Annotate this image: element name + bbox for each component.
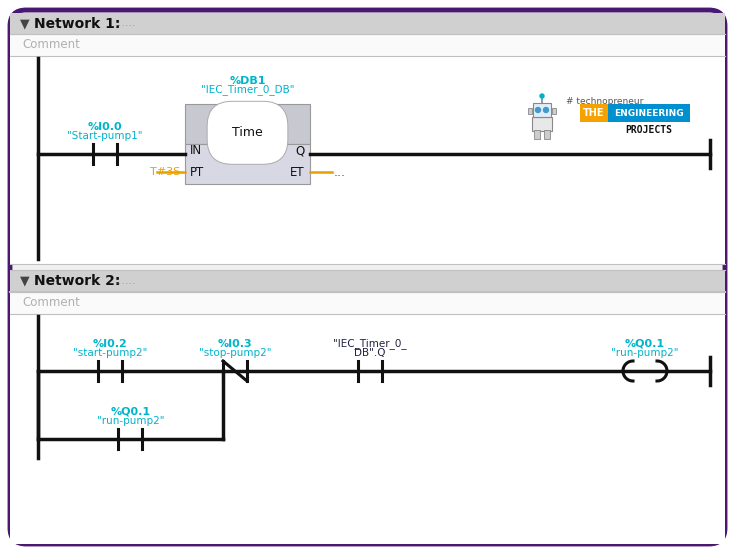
Text: "start-pump2": "start-pump2" <box>73 348 147 358</box>
Text: %Q0.1: %Q0.1 <box>625 339 665 349</box>
Text: Comment: Comment <box>22 38 80 52</box>
Text: DB".Q: DB".Q <box>354 348 386 358</box>
Bar <box>10 270 725 292</box>
Bar <box>10 13 725 34</box>
Text: Network 2:: Network 2: <box>34 274 121 288</box>
Text: PT: PT <box>190 166 204 178</box>
Text: %I0.2: %I0.2 <box>93 339 127 349</box>
Bar <box>534 130 540 139</box>
Bar <box>608 104 690 122</box>
Text: ...: ... <box>334 166 346 178</box>
Bar <box>528 108 532 114</box>
Bar <box>533 103 551 117</box>
Text: THE: THE <box>584 108 605 118</box>
Bar <box>10 34 725 56</box>
Bar <box>532 117 552 131</box>
Text: ......: ...... <box>115 18 137 28</box>
Text: %Q0.1: %Q0.1 <box>110 407 151 417</box>
Bar <box>185 144 310 184</box>
Text: "IEC_Timer_0_DB": "IEC_Timer_0_DB" <box>201 84 294 95</box>
Text: %I0.0: %I0.0 <box>87 122 122 132</box>
Text: ▼: ▼ <box>20 274 29 288</box>
Bar <box>552 108 556 114</box>
Bar <box>10 292 725 314</box>
Circle shape <box>543 107 548 112</box>
Text: "IEC_Timer_0_: "IEC_Timer_0_ <box>333 338 406 349</box>
Text: ET: ET <box>290 166 305 178</box>
Text: %I0.3: %I0.3 <box>218 339 252 349</box>
Text: "Start-pump1": "Start-pump1" <box>67 131 143 141</box>
Text: T#3S: T#3S <box>150 167 180 177</box>
Text: Network 1:: Network 1: <box>34 17 121 30</box>
Text: %DB1: %DB1 <box>229 76 266 86</box>
FancyBboxPatch shape <box>10 10 725 544</box>
Text: IN: IN <box>190 145 202 157</box>
Bar <box>185 104 310 144</box>
Text: "run-pump2": "run-pump2" <box>97 416 164 426</box>
Text: Q: Q <box>295 145 305 157</box>
Bar <box>544 130 550 139</box>
Text: # technopreneur: # technopreneur <box>566 98 644 106</box>
Text: TON: TON <box>231 109 264 123</box>
Circle shape <box>536 107 540 112</box>
Bar <box>10 56 725 264</box>
Circle shape <box>540 94 544 98</box>
Bar <box>10 314 725 544</box>
Text: Comment: Comment <box>22 296 80 310</box>
Text: ......: ...... <box>115 276 137 286</box>
Text: PROJECTS: PROJECTS <box>625 125 673 135</box>
Text: ▼: ▼ <box>20 17 29 30</box>
Text: "run-pump2": "run-pump2" <box>612 348 678 358</box>
Bar <box>580 104 608 122</box>
Text: ENGINEERING: ENGINEERING <box>614 109 684 117</box>
Text: "stop-pump2": "stop-pump2" <box>198 348 271 358</box>
Text: Time: Time <box>232 126 263 139</box>
